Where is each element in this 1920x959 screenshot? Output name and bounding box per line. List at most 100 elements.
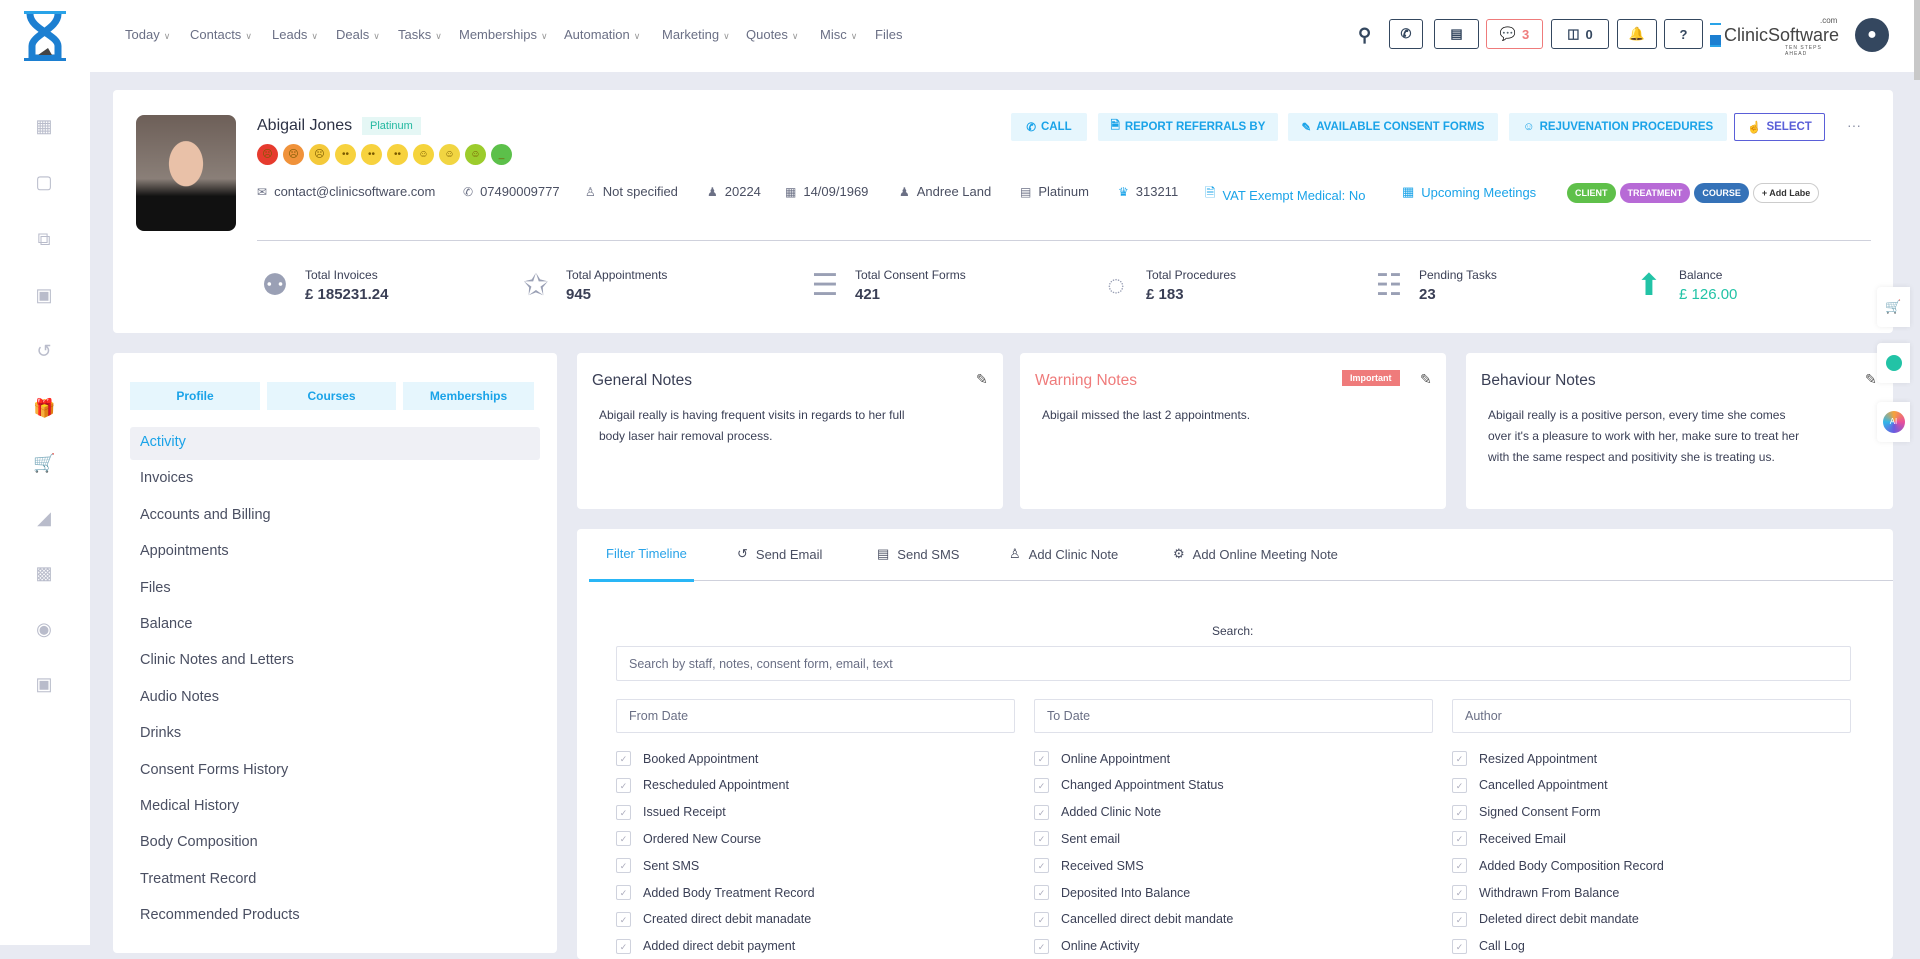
ai-widget[interactable]: AI: [1877, 402, 1910, 442]
to-date-input[interactable]: To Date: [1034, 699, 1433, 733]
nav-quotes[interactable]: Quotes ∨: [746, 27, 799, 42]
satisfaction-rating[interactable]: ☹ ☹ ☹ •• •• •• ☺ ☺ ☺ _: [257, 144, 517, 165]
nav-files[interactable]: Files: [875, 27, 903, 42]
filter-checkbox[interactable]: ✓ Changed Appointment Status: [1034, 777, 1224, 793]
notifications-button[interactable]: 🔔: [1617, 19, 1657, 49]
checkbox-check-icon[interactable]: ✓: [616, 858, 631, 874]
checkbox-check-icon[interactable]: ✓: [616, 938, 631, 954]
filter-checkbox[interactable]: ✓ Created direct debit manadate: [616, 911, 811, 927]
label-pill[interactable]: TREATMENT: [1619, 183, 1691, 203]
tab-add-clinic-note[interactable]: ♙ Add Clinic Note: [1009, 546, 1119, 562]
nav-memberships[interactable]: Memberships ∨: [459, 27, 548, 42]
nav-leads[interactable]: Leads ∨: [272, 27, 319, 42]
contact-email[interactable]: ✉ contact@clinicsoftware.com: [257, 184, 436, 199]
cart-widget[interactable]: 🛒: [1877, 287, 1910, 327]
help-button[interactable]: ?: [1664, 19, 1703, 49]
nav-deals[interactable]: Deals ∨: [336, 27, 380, 42]
chats-button[interactable]: 💬 3: [1486, 19, 1543, 49]
filter-checkbox[interactable]: ✓ Booked Appointment: [616, 751, 758, 766]
app-logo[interactable]: [22, 11, 68, 62]
nav-misc[interactable]: Misc ∨: [820, 27, 858, 42]
checkbox-check-icon[interactable]: ✓: [1034, 777, 1049, 793]
copy-icon[interactable]: ⧉: [37, 229, 51, 249]
search-icon[interactable]: ⚲: [1358, 25, 1372, 45]
filter-checkbox[interactable]: ✓ Deposited Into Balance: [1034, 885, 1190, 900]
cart-icon[interactable]: 🛒: [33, 453, 56, 473]
checkbox-check-icon[interactable]: ✓: [1034, 804, 1049, 820]
tab-send-email[interactable]: ↺ Send Email: [737, 546, 823, 562]
box-icon[interactable]: ▢: [35, 172, 53, 192]
tab-filter-timeline[interactable]: Filter Timeline: [606, 546, 687, 561]
tab-send-sms[interactable]: ▤ Send SMS: [877, 546, 960, 562]
history-icon[interactable]: ↺: [36, 341, 52, 361]
checkbox-check-icon[interactable]: ✓: [1034, 858, 1049, 874]
edit-pencil-icon[interactable]: ✎: [976, 371, 988, 387]
from-date-input[interactable]: From Date: [616, 699, 1015, 733]
upcoming-meetings-link[interactable]: ▦ Upcoming Meetings: [1402, 184, 1537, 200]
menu-item-accounts-and-billing[interactable]: Accounts and Billing: [140, 506, 271, 523]
menu-item-balance[interactable]: Balance: [140, 616, 193, 632]
filter-checkbox[interactable]: ✓ Cancelled direct debit mandate: [1034, 911, 1233, 927]
user-avatar[interactable]: ●: [1855, 18, 1889, 52]
shop-button[interactable]: ◫ 0: [1551, 19, 1609, 49]
checkbox-check-icon[interactable]: ✓: [1452, 858, 1467, 874]
menu-item-clinic-notes-and-letters[interactable]: Clinic Notes and Letters: [140, 652, 294, 669]
satisfaction-face-icon[interactable]: ☺: [465, 144, 486, 165]
filter-checkbox[interactable]: ✓ Sent SMS: [616, 858, 699, 874]
filter-checkbox[interactable]: ✓ Added Body Treatment Record: [616, 885, 815, 900]
page-scrollbar[interactable]: [1914, 0, 1920, 80]
label-pill[interactable]: CLIENT: [1567, 183, 1616, 203]
menu-item-invoices[interactable]: Invoices: [140, 470, 194, 487]
satisfaction-face-icon[interactable]: ☹: [257, 144, 278, 165]
add-label-button[interactable]: + Add Labe: [1752, 183, 1820, 203]
report-referrals-button[interactable]: 🗎 REPORT REFERRALS BY: [1098, 113, 1278, 141]
edit-pencil-icon[interactable]: ✎: [1420, 371, 1432, 387]
checkbox-check-icon[interactable]: ✓: [1034, 831, 1049, 847]
filter-checkbox[interactable]: ✓ Online Activity: [1034, 938, 1140, 954]
tag-icon[interactable]: ◢: [37, 508, 51, 528]
checkbox-check-icon[interactable]: ✓: [1452, 831, 1467, 847]
checkbox-check-icon[interactable]: ✓: [616, 831, 631, 847]
menu-item-recommended-products[interactable]: Recommended Products: [140, 907, 300, 924]
contact-phone[interactable]: ✆ 07490009777: [463, 184, 560, 199]
nav-today[interactable]: Today ∨: [125, 27, 171, 42]
checkbox-check-icon[interactable]: ✓: [616, 885, 631, 900]
filter-checkbox[interactable]: ✓ Received SMS: [1034, 858, 1144, 874]
calendar-icon[interactable]: ▦: [35, 116, 53, 136]
user-circle-icon[interactable]: ◉: [36, 619, 52, 639]
timeline-search-input[interactable]: Search by staff, notes, consent form, em…: [616, 646, 1851, 681]
call-button[interactable]: ✆ CALL: [1011, 113, 1087, 141]
checkbox-check-icon[interactable]: ✓: [1034, 751, 1049, 766]
filter-checkbox[interactable]: ✓ Online Appointment: [1034, 751, 1170, 766]
filter-checkbox[interactable]: ✓ Issued Receipt: [616, 804, 726, 820]
nav-marketing[interactable]: Marketing ∨: [662, 27, 730, 42]
select-button[interactable]: ☝ SELECT: [1734, 113, 1825, 141]
filter-checkbox[interactable]: ✓ Ordered New Course: [616, 831, 761, 847]
checkbox-check-icon[interactable]: ✓: [1452, 911, 1467, 927]
phone-button[interactable]: ✆: [1389, 19, 1423, 49]
menu-item-activity[interactable]: Activity: [140, 434, 186, 450]
satisfaction-face-icon[interactable]: ☺: [439, 144, 460, 165]
checkbox-check-icon[interactable]: ✓: [616, 751, 631, 766]
checkbox-check-icon[interactable]: ✓: [1452, 777, 1467, 793]
menu-item-treatment-record[interactable]: Treatment Record: [140, 870, 257, 887]
menu-item-files[interactable]: Files: [140, 579, 171, 596]
inbox-button[interactable]: ▤: [1434, 19, 1479, 49]
filter-checkbox[interactable]: ✓ Deleted direct debit mandate: [1452, 911, 1639, 927]
gift-icon[interactable]: 🎁: [33, 398, 56, 418]
satisfaction-face-icon[interactable]: ••: [387, 144, 408, 165]
filter-checkbox[interactable]: ✓ Signed Consent Form: [1452, 804, 1601, 820]
satisfaction-face-icon[interactable]: ☺: [413, 144, 434, 165]
satisfaction-face-icon[interactable]: ☹: [309, 144, 330, 165]
checkbox-check-icon[interactable]: ✓: [616, 777, 631, 793]
filter-checkbox[interactable]: ✓ Received Email: [1452, 831, 1566, 847]
menu-item-drinks[interactable]: Drinks: [140, 725, 182, 742]
menu-item-consent-forms-history[interactable]: Consent Forms History: [140, 761, 289, 778]
checkbox-check-icon[interactable]: ✓: [1034, 885, 1049, 900]
checkbox-check-icon[interactable]: ✓: [1452, 938, 1467, 954]
satisfaction-face-icon[interactable]: ••: [335, 144, 356, 165]
filter-checkbox[interactable]: ✓ Added direct debit payment: [616, 938, 795, 954]
tab-add-online-meeting-note[interactable]: ⚙ Add Online Meeting Note: [1173, 546, 1338, 562]
satisfaction-face-icon[interactable]: ••: [361, 144, 382, 165]
nav-tasks[interactable]: Tasks ∨: [398, 27, 442, 42]
